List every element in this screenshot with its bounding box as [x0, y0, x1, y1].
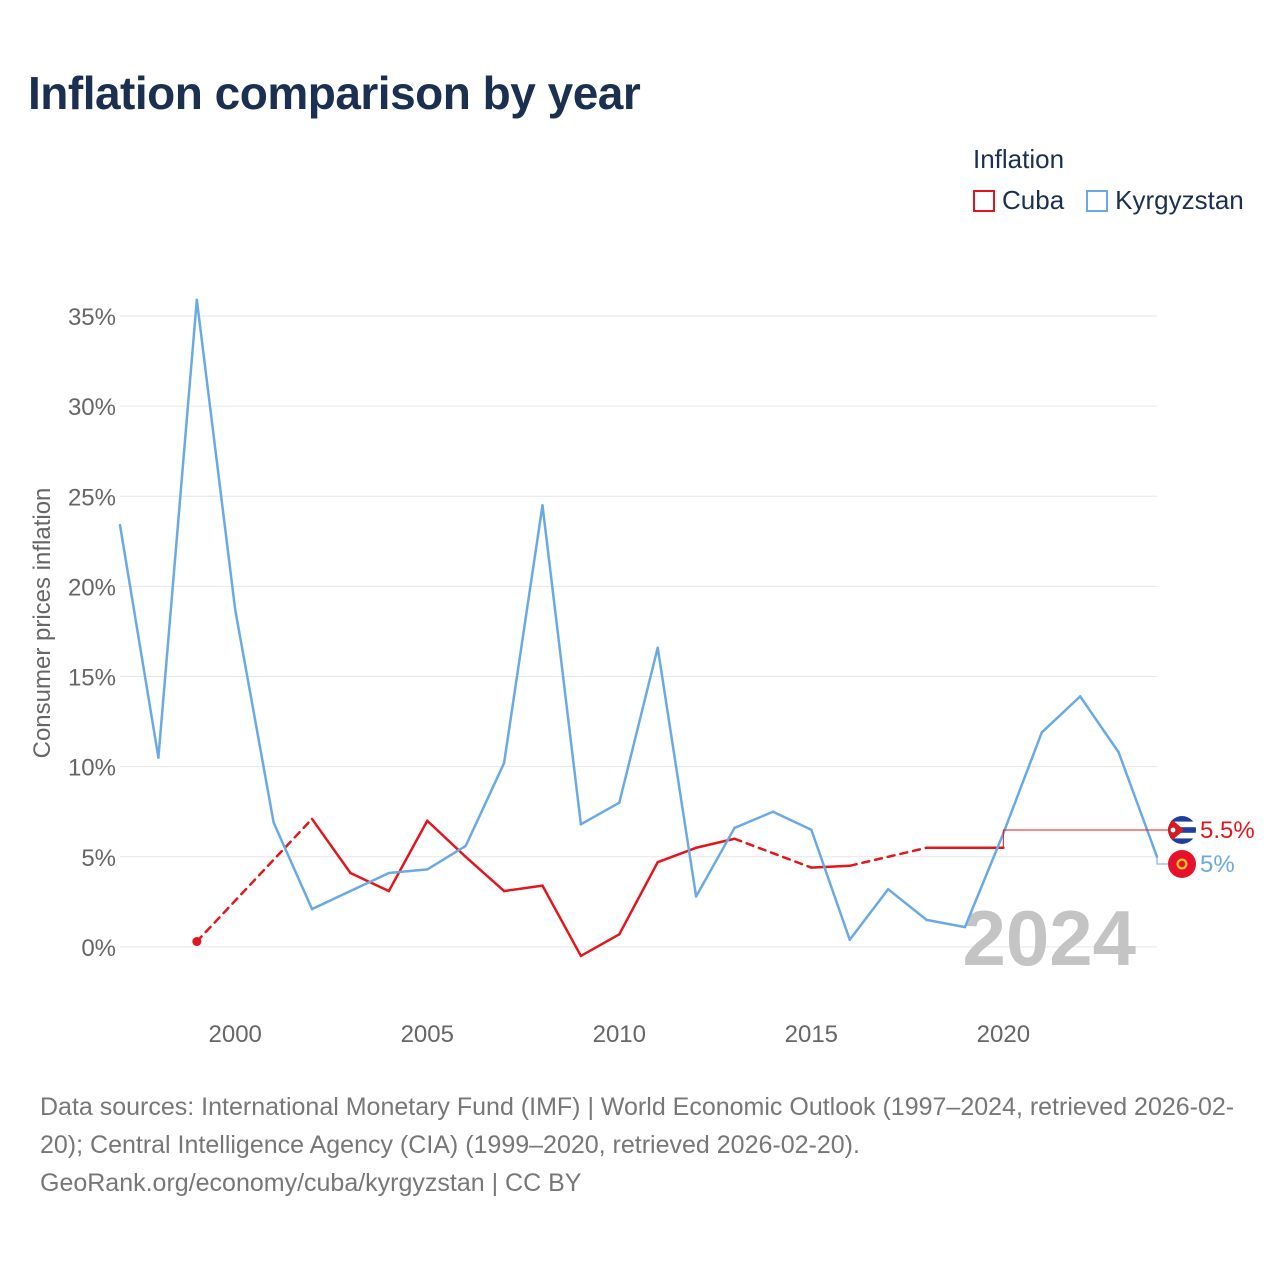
series-segment-kyrgyzstan	[963, 832, 1005, 929]
legend: Cuba Kyrgyzstan	[973, 185, 1244, 216]
y-tick-label: 10%	[68, 755, 116, 782]
end-labels: 5.5% 5%	[1002, 816, 1255, 878]
series-segment-kyrgyzstan	[118, 523, 160, 759]
x-tick-label: 2020	[977, 1021, 1030, 1048]
series-segment-kyrgyzstan	[157, 298, 199, 759]
series-segment-kyrgyzstan	[810, 828, 851, 941]
series-segment-cuba	[579, 933, 621, 958]
series-segment-kyrgyzstan	[426, 844, 467, 871]
series-segment-cuba	[733, 837, 813, 869]
y-axis-label: Consumer prices inflation	[29, 488, 56, 759]
y-tick-label: 25%	[68, 484, 116, 511]
series-segment-kyrgyzstan	[771, 810, 813, 832]
legend-title: Inflation	[973, 144, 1065, 174]
legend-label-cuba: Cuba	[1002, 185, 1065, 215]
series-segment-kyrgyzstan	[349, 871, 391, 893]
legend-swatch-kyrgyzstan	[1086, 189, 1109, 212]
series-start-dot-cuba	[192, 937, 202, 947]
series-segment-kyrgyzstan	[464, 761, 506, 848]
series-segment-kyrgyzstan	[886, 887, 928, 922]
y-tick-label: 30%	[68, 394, 116, 421]
credit-link[interactable]: GeoRank.org/economy/cuba/kyrgyzstan | CC…	[40, 1169, 582, 1197]
y-tick-label: 20%	[68, 574, 116, 601]
series-segment-kyrgyzstan	[1002, 731, 1044, 835]
series-segment-kyrgyzstan	[233, 608, 275, 824]
series-segment-kyrgyzstan	[195, 298, 237, 612]
line-chart: 0%5%10%15%20%25%30%35% 2000 2005 2010 2015 2…	[29, 298, 1255, 1048]
y-tick-label: 15%	[68, 665, 116, 692]
series-segment-kyrgyzstan	[848, 887, 890, 941]
series-segment-kyrgyzstan	[272, 821, 314, 911]
series-segment-cuba	[848, 846, 928, 868]
series-segment-cuba	[426, 819, 467, 859]
x-tick-label: 2000	[209, 1021, 262, 1048]
end-connector-cuba	[1002, 829, 1168, 848]
series-segment-cuba	[195, 817, 314, 943]
kyrgyzstan-flag-icon	[1168, 850, 1196, 878]
series-segment-cuba	[502, 884, 544, 893]
series-segment-kyrgyzstan	[387, 868, 429, 875]
chart-title: Inflation comparison by year	[28, 67, 641, 119]
series-segment-cuba	[387, 819, 429, 893]
footer: Data sources: International Monetary Fun…	[40, 1088, 1250, 1202]
series-segment-kyrgyzstan	[694, 826, 736, 898]
series-segment-cuba	[310, 817, 352, 875]
series-segment-kyrgyzstan	[579, 801, 621, 826]
legend-label-kyrgyzstan: Kyrgyzstan	[1115, 185, 1244, 215]
end-label-cuba: 5.5%	[1200, 817, 1255, 844]
data-sources: Data sources: International Monetary Fun…	[40, 1093, 1235, 1159]
series-segment-kyrgyzstan	[1117, 750, 1159, 859]
year-watermark: 2024	[962, 894, 1136, 982]
series-segment-kyrgyzstan	[925, 918, 967, 929]
series-layer	[118, 298, 1159, 958]
series-segment-kyrgyzstan	[733, 810, 775, 830]
x-tick-label: 2005	[401, 1021, 454, 1048]
series-segment-cuba	[464, 855, 506, 893]
series-segment-kyrgyzstan	[1078, 695, 1120, 754]
legend-swatch-cuba	[973, 189, 995, 212]
end-label-kyrgyzstan: 5%	[1200, 851, 1235, 878]
series-segment-cuba	[810, 864, 851, 869]
series-segment-kyrgyzstan	[656, 646, 698, 898]
series-segment-cuba	[618, 860, 659, 936]
series-segment-kyrgyzstan	[502, 504, 544, 765]
x-tick-label: 2010	[593, 1021, 646, 1048]
y-axis-ticks: 0% 5% 10% 15% 20% 25% 30% 35%	[68, 304, 116, 962]
series-segment-kyrgyzstan	[310, 889, 352, 911]
end-connector-kyrgyzstan	[1156, 856, 1168, 865]
x-axis-ticks: 2000 2005 2010 2015 2020	[209, 1021, 1031, 1048]
legend-item-cuba[interactable]: Cuba	[973, 185, 1064, 216]
y-tick-label: 35%	[68, 304, 116, 331]
legend-item-kyrgyzstan[interactable]: Kyrgyzstan	[1086, 185, 1244, 216]
x-tick-label: 2015	[785, 1021, 838, 1048]
series-segment-cuba	[541, 884, 583, 958]
series-segment-kyrgyzstan	[618, 646, 659, 804]
series-segment-kyrgyzstan	[541, 504, 583, 826]
cuba-flag-icon	[1168, 816, 1196, 844]
series-segment-kyrgyzstan	[1040, 695, 1082, 734]
y-tick-label: 0%	[81, 935, 116, 962]
grid-lines	[120, 315, 1157, 948]
y-tick-label: 5%	[81, 845, 116, 872]
